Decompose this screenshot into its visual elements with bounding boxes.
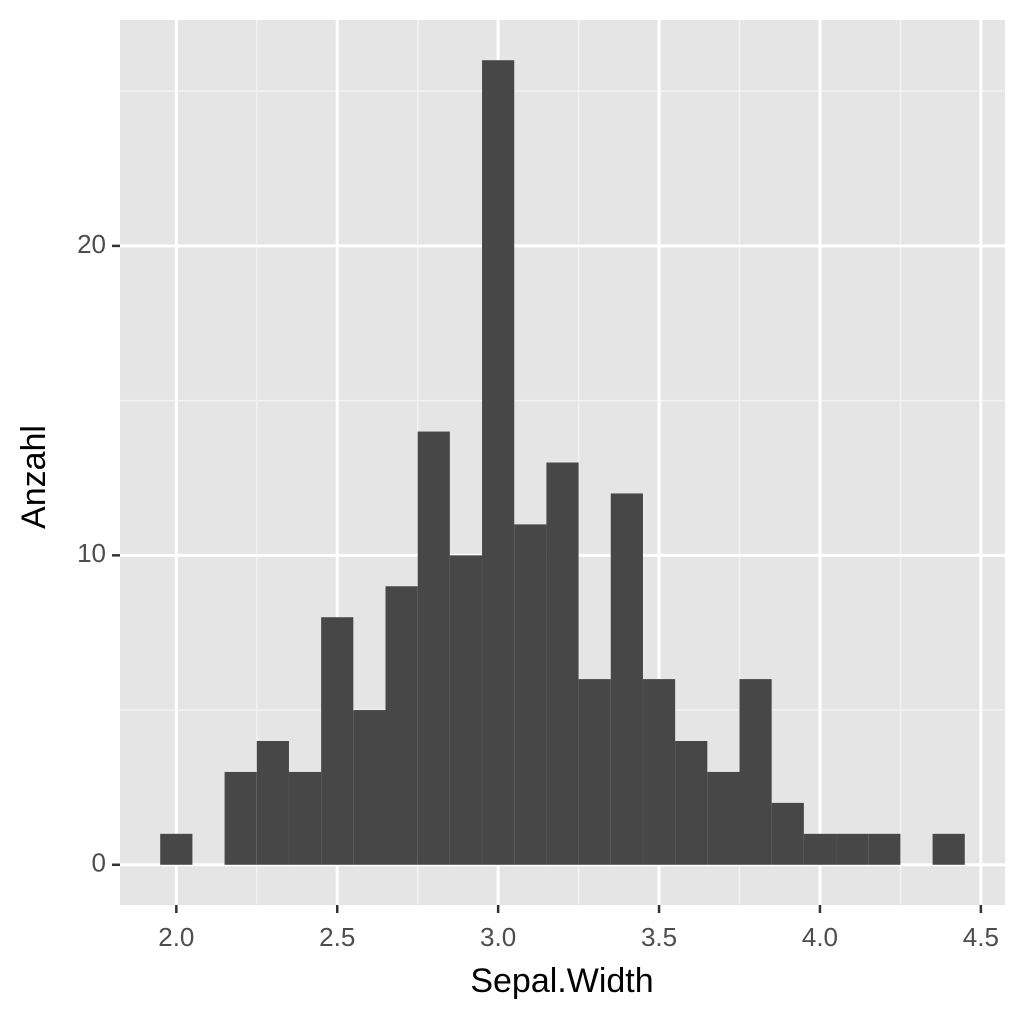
- x-tick-label: 3.0: [480, 922, 516, 952]
- bar: [707, 771, 740, 865]
- bar: [160, 833, 193, 865]
- x-tick-label: 4.0: [802, 922, 838, 952]
- bar: [739, 679, 772, 865]
- bar: [932, 833, 965, 865]
- axes: 2.0 2.5 3.0 3.5 4.0 4.5 0 10 20: [77, 229, 999, 952]
- x-tick-label: 4.5: [963, 922, 999, 952]
- bar: [449, 555, 483, 865]
- x-tick-label: 2.5: [319, 922, 355, 952]
- bar: [546, 462, 579, 865]
- bar: [417, 431, 450, 865]
- x-tick-label: 3.5: [641, 922, 677, 952]
- bar: [868, 833, 901, 865]
- bar: [836, 833, 869, 865]
- bar: [578, 679, 611, 865]
- bar: [321, 617, 354, 865]
- y-tick-label: 0: [92, 848, 106, 878]
- bar: [353, 710, 386, 865]
- bar: [256, 740, 289, 865]
- bar: [610, 493, 643, 865]
- bar: [224, 771, 257, 865]
- bar: [675, 740, 708, 865]
- bar: [771, 802, 804, 865]
- bars: [160, 60, 965, 865]
- y-tick-label: 10: [77, 538, 106, 568]
- bar: [482, 60, 515, 865]
- bar: [514, 524, 547, 865]
- y-tick-label: 20: [77, 229, 106, 259]
- y-axis-title: Anzahl: [15, 425, 53, 529]
- bar: [385, 586, 418, 865]
- bar: [288, 771, 322, 865]
- x-tick-label: 2.0: [158, 922, 194, 952]
- bar: [803, 833, 837, 865]
- bar: [642, 679, 676, 865]
- x-axis-title: Sepal.Width: [470, 962, 653, 1000]
